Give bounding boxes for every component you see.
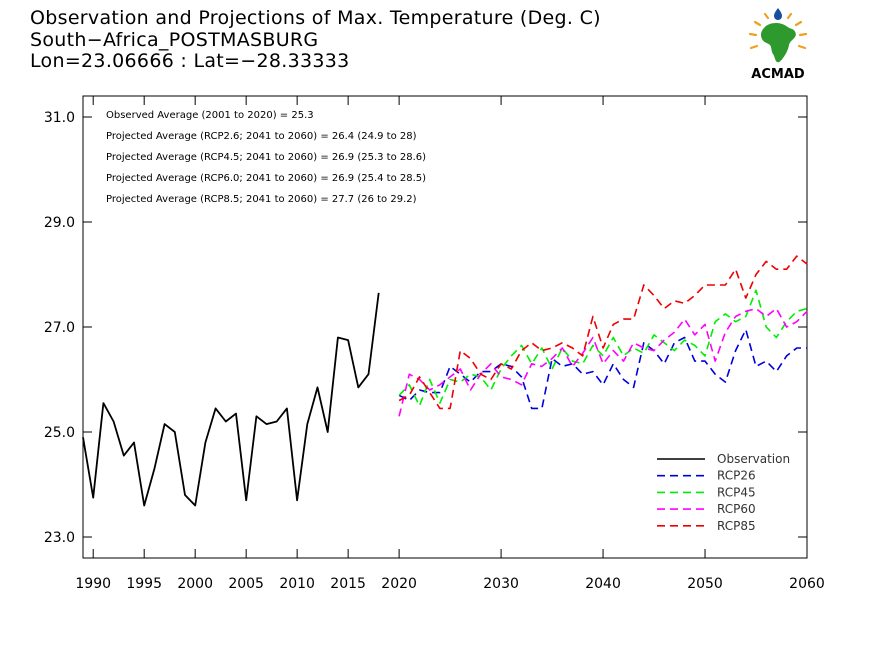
x-tick-label: 2060 [789,576,825,592]
title-block: Observation and Projections of Max. Temp… [30,7,601,73]
x-tick-label: 2020 [381,576,417,592]
legend-label-rcp45: RCP45 [717,485,756,499]
x-tick-label: 2000 [177,576,213,592]
series-line-rcp26 [398,328,807,410]
logo-drop [774,8,782,20]
legend-label-rcp85: RCP85 [717,519,756,533]
series-line-rcp60 [398,307,808,417]
series-line-rcp45 [398,289,808,407]
y-tick-label: 31.0 [44,110,75,126]
annotation-line: Projected Average (RCP6.0; 2041 to 2060)… [106,173,426,184]
series-layer [82,255,808,507]
x-tick-label: 2030 [483,576,519,592]
y-tick-label: 27.0 [44,320,75,336]
y-axis: 23.0 25.0 27.0 29.0 31.0 [44,110,807,546]
y-tick-label: 25.0 [44,425,75,441]
x-tick-label: 1995 [126,576,162,592]
annotation-line: Projected Average (RCP4.5; 2041 to 2060)… [106,152,426,163]
y-tick-label: 29.0 [44,215,75,231]
series-line-observation [82,292,380,507]
annotation-line: Projected Average (RCP2.6; 2041 to 2060)… [106,131,417,142]
x-axis: 1990 1995 2000 2005 2010 2015 2020 2030 2040 2050… [75,96,825,592]
acmad-logo: ACMAD [748,8,808,82]
logo-africa [760,23,796,63]
legend-label-observation: Observation [717,452,790,466]
x-tick-label: 2005 [228,576,264,592]
logo-text: ACMAD [751,67,805,82]
station-coordinates: Lon=23.06666 : Lat=−28.33333 [30,50,350,72]
legend-label-rcp26: RCP26 [717,469,756,483]
legend-label-rcp60: RCP60 [717,502,756,516]
annotation-line: Projected Average (RCP8.5; 2041 to 2060)… [106,194,417,205]
series-line-rcp85 [398,255,808,410]
x-tick-label: 2015 [330,576,366,592]
logo-sun-rays [748,9,808,50]
station-name: South−Africa_POSTMASBURG [30,28,319,51]
y-tick-label: 23.0 [44,530,75,546]
legend: Observation RCP26 RCP45 RCP60 RCP85 [657,452,790,533]
x-tick-label: 2010 [279,576,315,592]
chart-title: Observation and Projections of Max. Temp… [30,7,601,29]
annotation-line: Observed Average (2001 to 2020) = 25.3 [106,110,314,121]
plot-frame [82,95,808,559]
annotations: Observed Average (2001 to 2020) = 25.3 Pr… [106,110,426,205]
x-tick-label: 2050 [687,576,723,592]
x-tick-label: 1990 [75,576,111,592]
x-tick-label: 2040 [585,576,621,592]
